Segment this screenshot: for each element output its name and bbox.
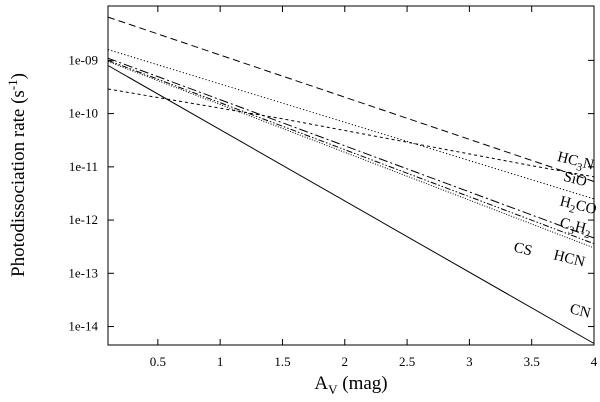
series-line-SiO xyxy=(107,88,595,178)
x-tick-label-2: 1.5 xyxy=(274,354,290,369)
series-line-HCN xyxy=(107,61,595,249)
plot-frame xyxy=(107,5,595,346)
x-tick-label-3: 2 xyxy=(342,354,349,369)
x-tick-label-0: 0.5 xyxy=(150,354,166,369)
x-tick-label-5: 3 xyxy=(466,354,473,369)
y-tick-label-2: 1e-11 xyxy=(69,159,98,174)
y-tick-label-1: 1e-10 xyxy=(68,106,98,121)
x-tick-label-1: 1 xyxy=(217,354,224,369)
series-label-CS: CS xyxy=(512,240,534,260)
series-line-HC3N xyxy=(107,16,595,182)
series-label-C3H2: C3H2 xyxy=(557,215,593,241)
y-tick-label-0: 1e-09 xyxy=(68,52,98,67)
axis-ticks: 0.5 1 1.5 2 2.5 3 3.5 4 1e-09 1e-10 1e-11 1e-12 1e-1… xyxy=(68,6,598,369)
x-axis-title: AV (mag) xyxy=(314,373,387,397)
x-tick-label-6: 3.5 xyxy=(524,354,540,369)
y-axis-title: Photodissociation rate (s-1) xyxy=(5,73,29,277)
y-tick-label-3: 1e-12 xyxy=(68,212,98,227)
series-line-C3H2 xyxy=(107,57,595,239)
x-tick-label-7: 4 xyxy=(591,354,598,369)
series-label-HC3N: HC3N xyxy=(555,149,596,176)
series-line-CN xyxy=(107,65,595,344)
y-tick-label-5: 1e-14 xyxy=(68,319,98,334)
y-tick-label-4: 1e-13 xyxy=(68,265,98,280)
x-tick-label-4: 2.5 xyxy=(399,354,415,369)
series-line-H2CO xyxy=(107,49,595,200)
series-lines xyxy=(107,16,595,344)
series-label-H2CO: H2CO xyxy=(557,194,598,221)
series-label-CN: CN xyxy=(568,301,592,322)
series-label-SiO: SiO xyxy=(562,169,589,190)
series-line-CS xyxy=(107,59,595,245)
series-label-HCN: HCN xyxy=(552,247,587,270)
